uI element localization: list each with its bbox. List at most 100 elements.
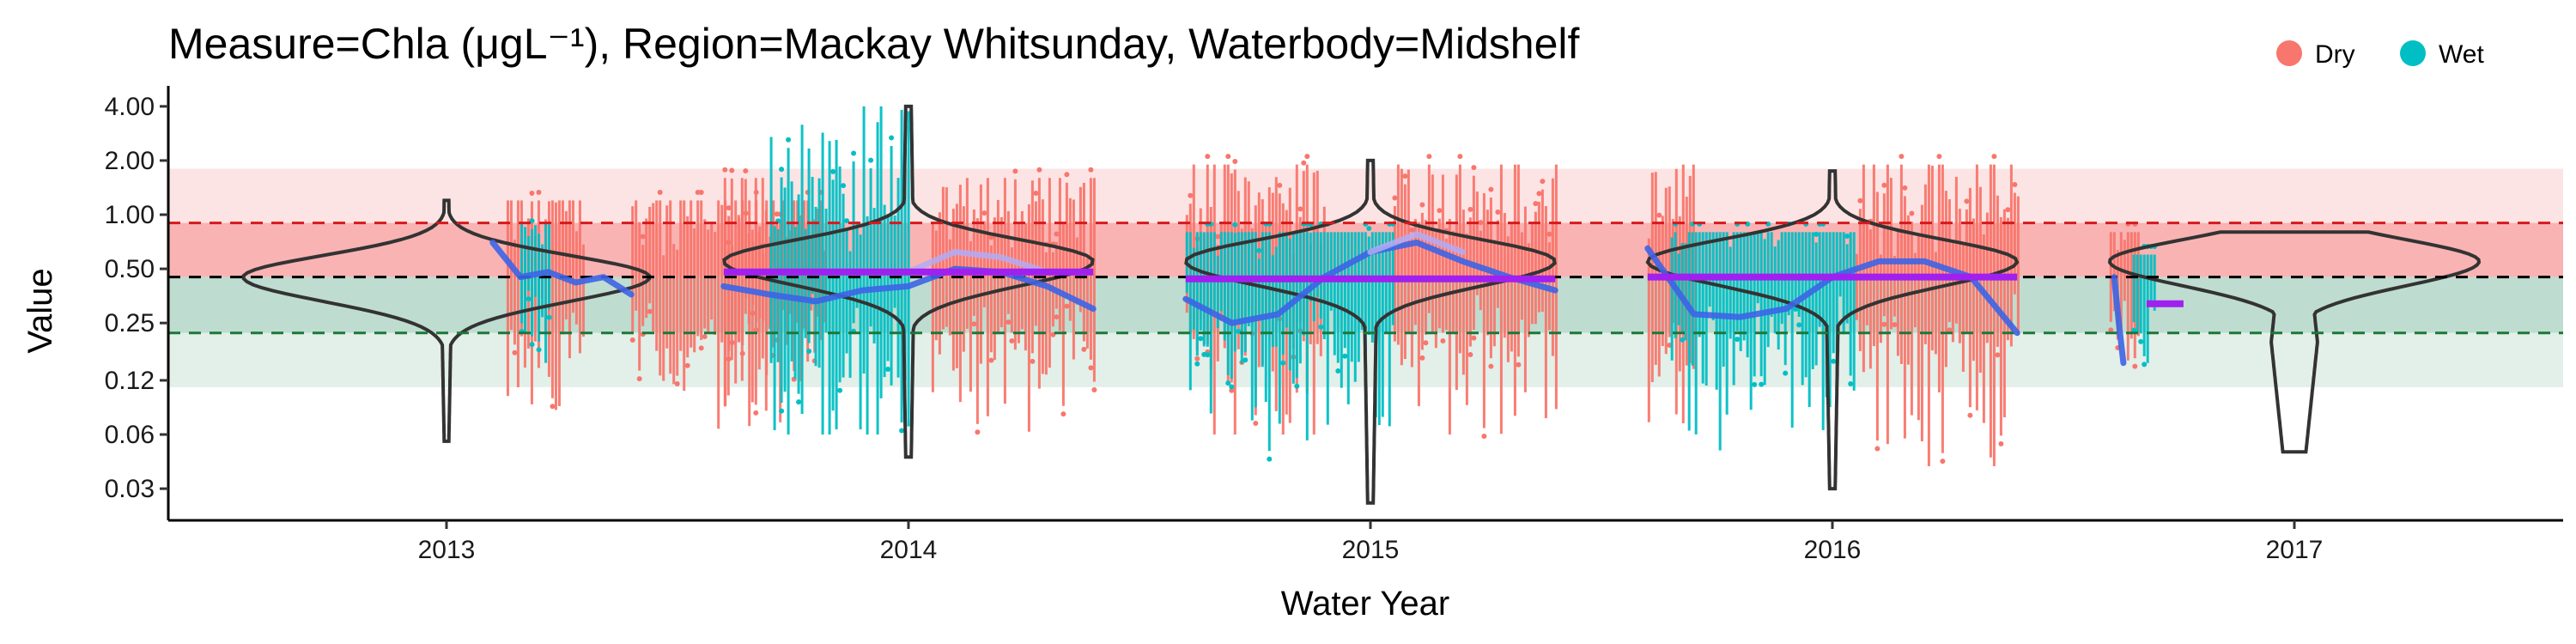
data-point-streak: [1274, 246, 1278, 347]
data-point: [753, 410, 759, 416]
data-point: [529, 342, 535, 348]
data-point-streak: [1992, 164, 1996, 466]
data-point-streak: [541, 244, 544, 318]
data-point: [1088, 365, 1094, 371]
data-point-streak: [1092, 178, 1096, 382]
data-point-streak: [1872, 164, 1875, 347]
y-tick-label: 4.00: [105, 93, 155, 121]
data-point-streak: [783, 187, 787, 392]
data-point-streak: [1906, 215, 1910, 365]
data-point: [1516, 361, 1522, 368]
data-point-streak: [655, 200, 659, 351]
data-point-streak: [750, 229, 754, 403]
data-point-streak: [761, 178, 764, 359]
data-point: [981, 210, 987, 216]
data-point-streak: [1434, 231, 1437, 349]
data-point-streak: [835, 139, 838, 430]
data-point-streak: [1527, 243, 1530, 337]
data-point-streak: [2016, 196, 2020, 335]
data-point-streak: [676, 249, 679, 376]
data-point-streak: [872, 208, 876, 343]
data-point-streak: [527, 235, 531, 291]
trend-line: [2111, 274, 2127, 367]
data-point: [1423, 340, 1429, 346]
data-point-streak: [1250, 232, 1254, 421]
data-point-streak: [2149, 254, 2153, 307]
data-point: [1964, 198, 1970, 204]
data-point-streak: [700, 200, 703, 340]
data-point: [1793, 307, 1799, 313]
data-point: [1188, 192, 1194, 198]
data-point: [1342, 353, 1348, 359]
data-point: [1267, 456, 1273, 462]
data-point: [1205, 352, 1211, 358]
data-point: [1488, 363, 1494, 369]
data-point-streak: [866, 216, 869, 435]
data-point-streak: [740, 178, 744, 381]
data-point-streak: [1188, 232, 1192, 391]
data-point-streak: [714, 232, 717, 335]
data-point: [1297, 206, 1303, 212]
data-point-streak: [1219, 232, 1223, 312]
data-point: [526, 296, 532, 302]
data-point: [1533, 201, 1539, 207]
data-point: [1294, 383, 1300, 389]
y-tick-label: 2.00: [105, 147, 155, 175]
data-point: [851, 150, 857, 156]
data-point: [1481, 434, 1487, 440]
data-point-streak: [1968, 187, 1971, 408]
data-point-streak: [1889, 178, 1893, 330]
data-point-streak: [1448, 218, 1451, 435]
data-point-streak: [1554, 164, 1558, 410]
data-point: [674, 381, 680, 387]
data-point: [1054, 231, 1060, 237]
data-point-streak: [890, 146, 893, 386]
data-point: [1236, 328, 1242, 334]
data-point-streak: [1243, 232, 1247, 352]
x-tick-label: 2016: [1804, 536, 1862, 564]
data-point-streak: [744, 179, 747, 314]
data-point-streak: [1024, 222, 1027, 351]
data-point-streak: [1417, 222, 1420, 406]
data-point: [2005, 207, 2011, 213]
data-point-streak: [955, 204, 958, 368]
data-point-streak: [1647, 238, 1650, 422]
data-point: [1752, 381, 1758, 387]
data-point: [975, 429, 981, 435]
data-point-streak: [780, 177, 783, 404]
data-point-streak: [934, 230, 938, 341]
data-point: [988, 357, 994, 363]
data-point-streak: [1367, 236, 1370, 336]
data-point: [1467, 351, 1473, 357]
data-point-streak: [1903, 196, 1906, 439]
data-point-streak: [773, 226, 776, 431]
data-point: [2142, 361, 2148, 368]
data-point-streak: [1336, 232, 1340, 363]
data-point-streak: [1346, 232, 1350, 404]
data-point: [837, 387, 843, 393]
data-point-streak: [534, 225, 538, 297]
legend: Dry Wet: [2276, 40, 2484, 69]
data-point-streak: [1934, 252, 1937, 355]
data-point-streak: [726, 250, 730, 396]
data-point-streak: [693, 228, 696, 353]
data-point: [830, 168, 836, 174]
data-point: [2131, 327, 2137, 333]
data-point-streak: [1353, 232, 1357, 382]
data-point-streak: [1961, 242, 1965, 372]
data-point-streak: [757, 232, 761, 370]
data-point-streak: [972, 209, 975, 316]
legend-key-wet: [2400, 40, 2426, 66]
y-tick-label: 1.00: [105, 201, 155, 229]
data-point: [512, 349, 518, 355]
data-point-streak: [1756, 232, 1759, 304]
data-point: [1540, 179, 1546, 185]
data-point-streak: [1437, 218, 1441, 329]
data-point: [1304, 154, 1310, 160]
data-point: [1735, 337, 1741, 343]
data-point-streak: [2013, 192, 2016, 295]
violin-outline: [2107, 230, 2482, 454]
data-point-streak: [1657, 223, 1661, 377]
data-point: [1229, 384, 1235, 390]
data-point: [1194, 361, 1200, 367]
